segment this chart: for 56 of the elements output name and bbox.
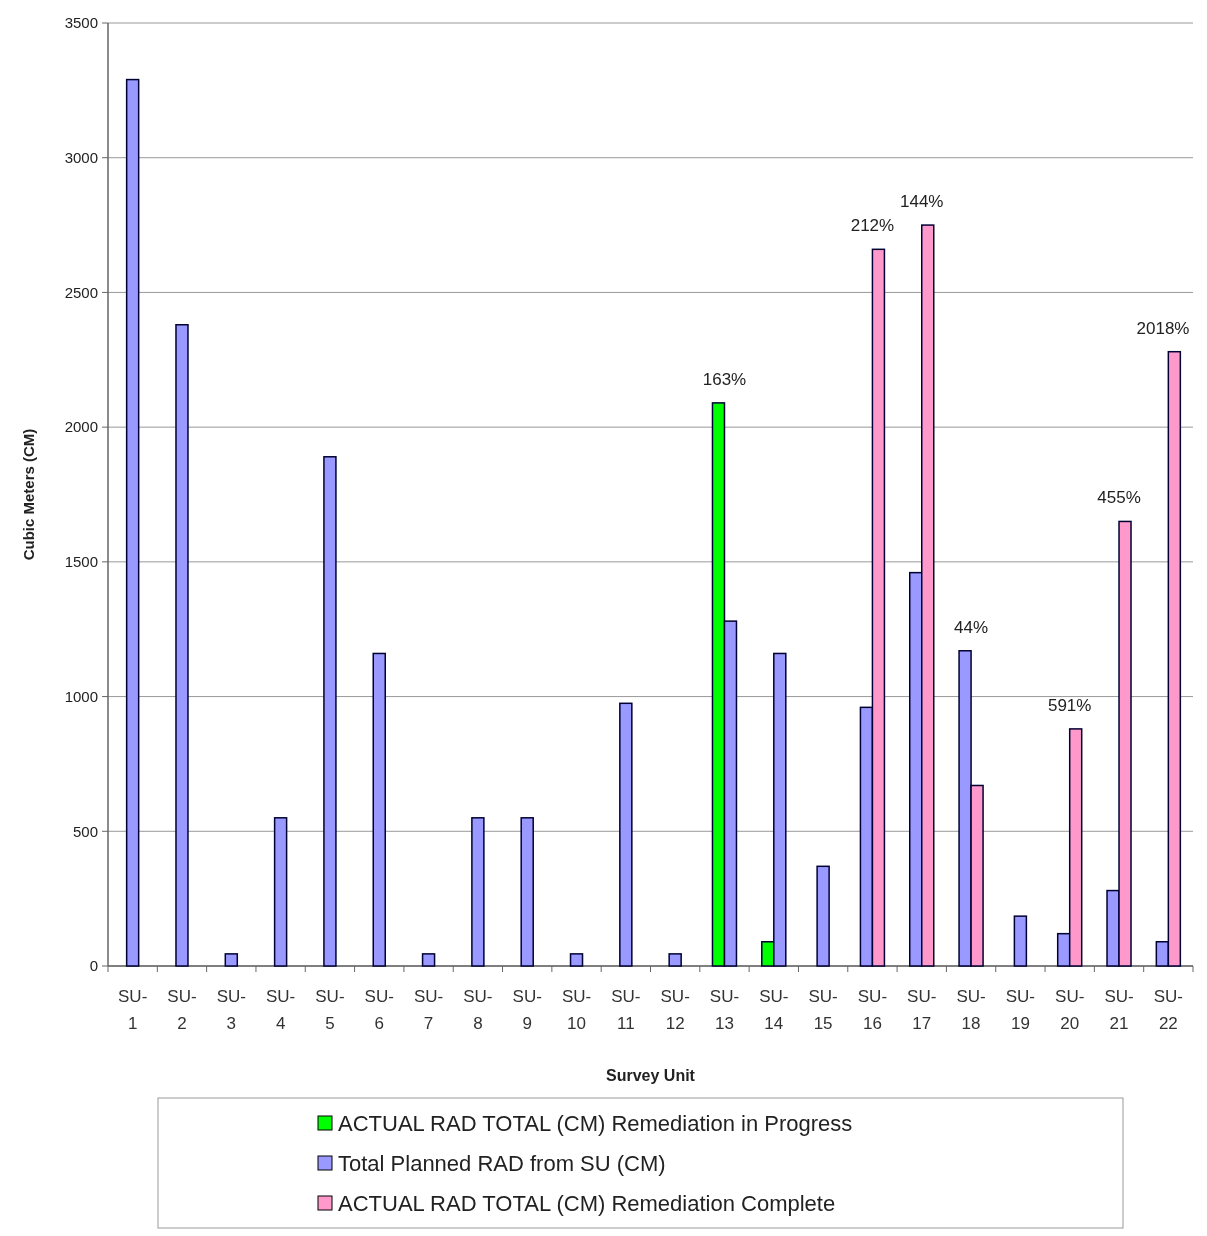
bar	[816, 865, 830, 967]
x-tick-label: SU-13	[709, 987, 740, 1033]
x-tick-label: SU-22	[1153, 987, 1183, 1033]
annotation: 591%	[1047, 695, 1092, 715]
x-tick-label: SU-5	[315, 987, 345, 1033]
x-tick-label: SU-9	[512, 987, 542, 1033]
bar	[668, 953, 682, 967]
bar	[471, 817, 485, 967]
bar	[421, 953, 436, 967]
y-axis-title: Cubic Meters (CM)	[20, 428, 37, 561]
x-tick-label: SU-8	[463, 987, 493, 1033]
x-tick-label: SU-2	[167, 987, 197, 1033]
y-tick-label: 1500	[64, 553, 98, 571]
bar	[520, 817, 534, 967]
bar	[569, 953, 584, 967]
x-tick-label: SU-11	[611, 987, 641, 1033]
x-tick-label: SU-7	[413, 987, 444, 1033]
y-tick-label: 2500	[64, 283, 98, 301]
x-tick-label: SU-1	[118, 987, 148, 1033]
bar	[224, 953, 239, 967]
x-tick-label: SU-20	[1055, 987, 1085, 1033]
x-tick-label: SU-12	[660, 987, 690, 1033]
x-tick-label: SU-19	[1005, 987, 1036, 1033]
x-tick-label: SU-18	[956, 987, 986, 1033]
annotation: 44%	[954, 617, 989, 637]
bar	[372, 652, 386, 967]
legend-label: ACTUAL RAD TOTAL (CM) Remediation in Progress	[338, 1110, 853, 1136]
bar	[1013, 915, 1028, 967]
y-tick-label: 500	[72, 822, 98, 840]
annotation: 144%	[900, 192, 944, 212]
y-tick-label: 0	[89, 957, 98, 975]
bar	[175, 324, 189, 967]
x-tick-label: SU-10	[561, 987, 592, 1033]
x-tick-label: SU-15	[808, 987, 838, 1033]
y-tick-label: 3500	[64, 14, 98, 32]
y-tick-label: 2000	[64, 418, 98, 436]
bar	[619, 702, 633, 967]
x-tick-label: SU-16	[857, 987, 888, 1033]
annotation: 212%	[850, 216, 895, 236]
annotation: 455%	[1097, 488, 1141, 508]
bar	[273, 817, 288, 967]
x-tick-label: SU-3	[216, 987, 246, 1033]
legend-label: Total Planned RAD from SU (CM)	[338, 1150, 666, 1176]
x-tick-label: SU-17	[907, 987, 937, 1033]
x-tick-label: SU-21	[1104, 987, 1134, 1033]
bar	[125, 78, 140, 967]
x-tick-label: SU-14	[759, 987, 789, 1033]
legend-label: ACTUAL RAD TOTAL (CM) Remediation Complete	[338, 1190, 836, 1216]
y-tick-label: 3000	[64, 148, 98, 166]
annotation: 163%	[702, 369, 747, 389]
x-tick-label: SU-4	[265, 987, 296, 1033]
x-axis-title: Survey Unit	[606, 1067, 696, 1084]
x-tick-label: SU-6	[364, 987, 394, 1033]
y-tick-label: 1000	[64, 687, 98, 705]
annotation: 2018%	[1136, 318, 1190, 338]
bar	[323, 456, 337, 967]
